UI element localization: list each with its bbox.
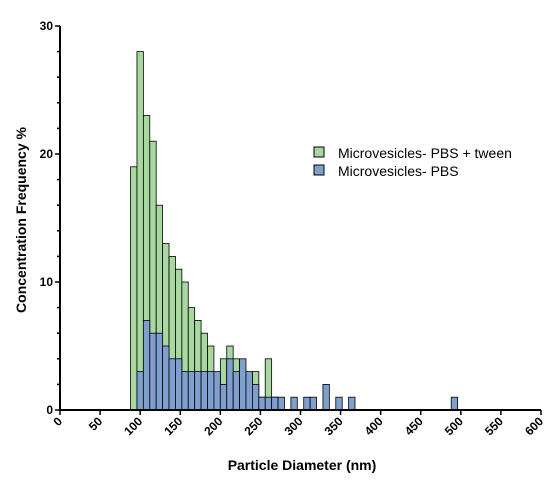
bar-pbs-tween <box>130 166 138 411</box>
bar-pbs <box>264 396 273 411</box>
legend-label-pbs-tween: Microvesicles- PBS + tween <box>338 145 512 161</box>
x-tick-label: 500 <box>442 414 466 438</box>
y-tick-label: 30 <box>40 19 54 33</box>
x-tick-label: 250 <box>241 414 265 438</box>
x-tick-label: 200 <box>201 414 225 438</box>
x-axis-title: Particle Diameter (nm) <box>228 457 377 473</box>
x-tick-label: 550 <box>482 414 506 438</box>
bar-pbs <box>162 345 170 411</box>
bar-pbs <box>187 371 196 411</box>
bar-pbs <box>348 396 356 411</box>
bar-pbs <box>136 371 144 411</box>
bar-pbs <box>226 358 234 411</box>
bar-pbs-tween <box>136 51 144 411</box>
y-axis-ticks: 0 10 20 30 <box>40 19 60 417</box>
y-tick-label: 0 <box>46 403 53 417</box>
x-tick-label: 400 <box>362 414 386 438</box>
x-tick-label: 100 <box>121 414 145 438</box>
legend-swatch-pbs <box>313 164 325 176</box>
bar-pbs <box>258 396 266 411</box>
bar-pbs <box>207 371 215 411</box>
bar-pbs <box>213 371 221 411</box>
y-axis-title: Concentration Frequency % <box>13 126 29 312</box>
bar-pbs <box>450 396 459 411</box>
x-tick-label: 0 <box>50 414 65 429</box>
bar-pbs <box>245 371 253 411</box>
y-tick-label: 20 <box>40 147 54 161</box>
bar-pbs <box>239 358 247 411</box>
bar-pbs <box>277 396 285 411</box>
bar-pbs <box>175 358 183 411</box>
legend-label-pbs: Microvesicles- PBS <box>338 163 459 179</box>
bar-pbs <box>303 396 311 411</box>
legend: Microvesicles- PBS + tween Microvesicles… <box>313 145 512 179</box>
x-tick-label: 50 <box>86 414 106 434</box>
x-tick-label: 300 <box>282 414 306 438</box>
bar-pbs <box>149 332 157 411</box>
bar-pbs <box>219 383 228 411</box>
bar-pbs <box>251 383 260 411</box>
bar-pbs <box>168 358 176 411</box>
series-pbs-bars <box>136 319 459 411</box>
y-tick-label: 10 <box>40 275 54 289</box>
bar-pbs <box>290 396 298 411</box>
bar-pbs <box>271 396 279 411</box>
x-tick-label: 450 <box>402 414 426 438</box>
x-tick-label: 600 <box>522 414 546 438</box>
bar-pbs <box>232 371 240 411</box>
bar-pbs <box>309 396 317 411</box>
x-axis-ticks: 0 50 100 150 200 250 300 350 400 450 500 550 600 <box>50 410 546 438</box>
legend-swatch-pbs-tween <box>313 146 325 158</box>
bar-pbs <box>194 371 202 411</box>
bar-pbs <box>335 396 343 411</box>
bar-pbs <box>142 319 151 411</box>
bar-pbs <box>322 383 330 411</box>
x-tick-label: 150 <box>161 414 185 438</box>
x-tick-label: 350 <box>322 414 346 438</box>
bar-pbs <box>181 371 189 411</box>
bar-pbs <box>155 332 164 411</box>
bar-pbs <box>200 371 208 411</box>
